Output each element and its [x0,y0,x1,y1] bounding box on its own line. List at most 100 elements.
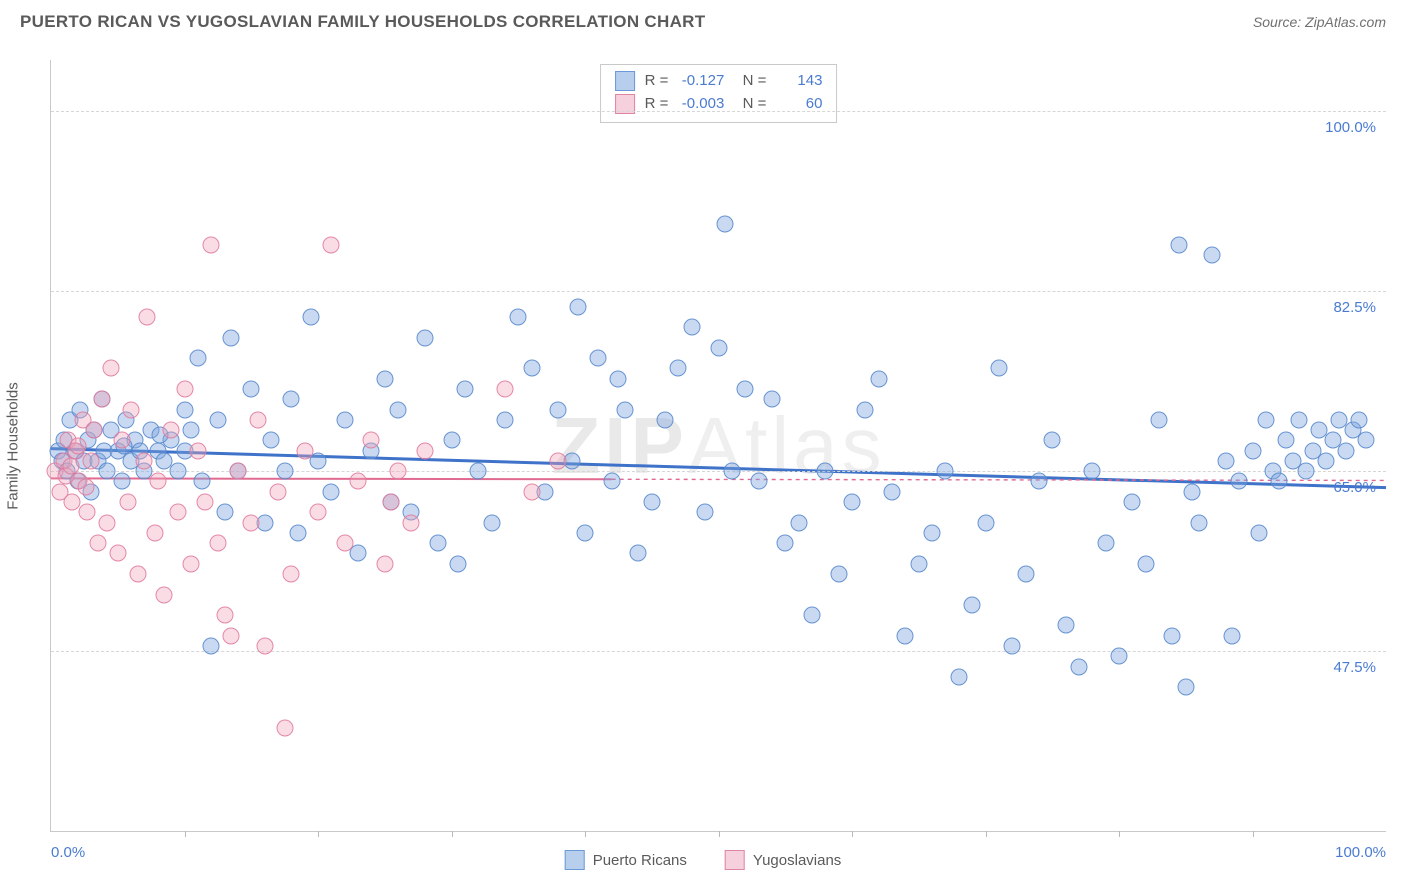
data-point [657,411,674,428]
data-point [109,545,126,562]
data-point [363,432,380,449]
data-point [897,627,914,644]
data-point [717,216,734,233]
y-axis-title: Family Households [5,382,22,510]
data-point [69,437,86,454]
swatch-blue-icon [615,71,635,91]
grid-line [51,111,1386,112]
data-point [203,237,220,254]
data-point [390,463,407,480]
data-point [590,350,607,367]
data-point [1111,648,1128,665]
data-point [99,514,116,531]
data-point [1257,411,1274,428]
data-point [1291,411,1308,428]
data-point [523,360,540,377]
data-point [196,494,213,511]
data-point [209,535,226,552]
data-point [296,442,313,459]
x-tick [318,831,319,837]
data-point [123,401,140,418]
data-point [383,494,400,511]
data-point [1224,627,1241,644]
data-point [1231,473,1248,490]
data-point [1171,237,1188,254]
legend-item-pink: Yugoslavians [725,850,841,870]
data-point [1164,627,1181,644]
data-point [193,473,210,490]
data-point [1271,473,1288,490]
data-point [216,607,233,624]
data-point [120,494,137,511]
data-point [496,380,513,397]
data-point [303,308,320,325]
data-point [113,432,130,449]
data-point [249,411,266,428]
data-point [176,401,193,418]
data-point [139,308,156,325]
x-tick [585,831,586,837]
data-point [416,442,433,459]
data-point [1124,494,1141,511]
data-point [790,514,807,531]
data-point [483,514,500,531]
grid-line [51,291,1386,292]
data-point [283,391,300,408]
data-point [93,391,110,408]
data-point [857,401,874,418]
data-point [183,555,200,572]
x-axis-max-label: 100.0% [1335,844,1386,861]
data-point [203,637,220,654]
y-tick-label: 100.0% [1325,119,1376,136]
data-point [376,555,393,572]
data-point [89,535,106,552]
data-point [390,401,407,418]
data-point [136,452,153,469]
data-point [470,463,487,480]
y-tick-label: 82.5% [1333,299,1376,316]
data-point [937,463,954,480]
chart-title: PUERTO RICAN VS YUGOSLAVIAN FAMILY HOUSE… [20,12,705,32]
data-point [1191,514,1208,531]
legend-item-blue: Puerto Ricans [565,850,687,870]
n-value-blue: 143 [776,69,822,92]
data-point [910,555,927,572]
data-point [63,458,80,475]
data-point [550,452,567,469]
data-point [737,380,754,397]
data-point [950,668,967,685]
data-point [276,463,293,480]
data-point [683,319,700,336]
data-point [1151,411,1168,428]
data-point [723,463,740,480]
data-point [243,514,260,531]
data-point [697,504,714,521]
correlation-stats-box: R = -0.127 N = 143 R = -0.003 N = 60 [600,64,838,123]
x-tick [452,831,453,837]
data-point [817,463,834,480]
data-point [243,380,260,397]
data-point [256,637,273,654]
data-point [1097,535,1114,552]
data-point [570,298,587,315]
source-label: Source: ZipAtlas.com [1253,14,1386,30]
data-point [550,401,567,418]
data-point [617,401,634,418]
data-point [350,473,367,490]
data-point [283,565,300,582]
data-point [403,514,420,531]
data-point [1357,432,1374,449]
trend-lines [51,60,1386,831]
x-tick [185,831,186,837]
y-tick-label: 65.0% [1333,479,1376,496]
data-point [189,350,206,367]
legend-bottom: Puerto Ricans Yugoslavians [565,850,842,870]
data-point [376,370,393,387]
legend-label-blue: Puerto Ricans [593,852,687,869]
data-point [323,237,340,254]
data-point [1137,555,1154,572]
x-tick [1253,831,1254,837]
data-point [176,380,193,397]
data-point [229,463,246,480]
data-point [350,545,367,562]
